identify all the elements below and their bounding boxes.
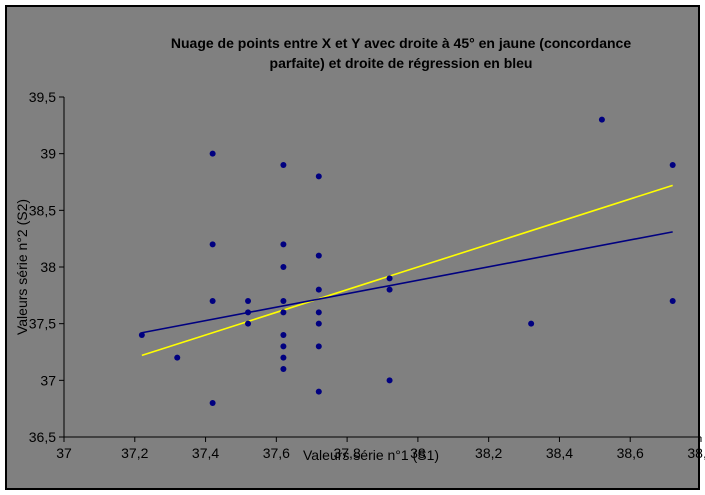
data-point: [280, 264, 287, 270]
data-point: [209, 298, 216, 304]
data-point: [245, 298, 252, 304]
data-point: [280, 343, 287, 350]
data-point: [386, 275, 393, 282]
chart-background: [5, 5, 700, 490]
data-point: [280, 332, 287, 338]
data-point: [245, 320, 252, 327]
data-point: [280, 354, 287, 361]
data-point: [280, 298, 287, 304]
x-tick-label: 38,2: [475, 445, 502, 461]
y-tick-label: 37: [40, 372, 56, 388]
data-point: [209, 400, 216, 406]
data-point: [245, 309, 252, 316]
x-tick-label: 37,8: [333, 445, 360, 461]
x-tick-label: 38,6: [617, 445, 644, 461]
data-point: [280, 309, 287, 316]
data-point: [386, 286, 393, 293]
y-tick-label: 37,5: [29, 316, 56, 332]
data-point: [280, 241, 287, 248]
data-point: [598, 116, 605, 123]
data-point: [315, 173, 322, 180]
data-point: [315, 343, 322, 350]
chart-title-line-2: parfaite) et droite de régression en ble…: [270, 55, 533, 71]
data-point: [669, 298, 676, 304]
data-point: [386, 377, 393, 384]
y-tick-label: 39: [40, 146, 56, 162]
y-axis-ticks: 36,5 37 37,5 38 38,5 39 39,5: [29, 89, 64, 445]
x-tick-label: 38: [410, 445, 426, 461]
data-point: [315, 388, 322, 395]
data-point: [315, 320, 322, 327]
x-tick-label: 38,8: [687, 445, 705, 461]
x-tick-label: 37,4: [192, 445, 219, 461]
y-tick-label: 36,5: [29, 429, 56, 445]
data-point: [528, 320, 535, 327]
x-tick-label: 37,6: [263, 445, 290, 461]
x-tick-label: 37: [56, 445, 72, 461]
regression-line: [141, 231, 673, 334]
y-tick-label: 38: [40, 259, 56, 275]
data-point: [280, 162, 287, 168]
data-point: [315, 309, 322, 316]
y-tick-label: 38,5: [29, 202, 56, 218]
x-axis-label: Valeurs série n°1 (S1): [303, 447, 439, 463]
y-axis-label: Valeurs série n°2 (S2): [14, 199, 30, 335]
data-point: [315, 252, 322, 259]
data-point: [209, 150, 216, 157]
data-point: [669, 162, 676, 168]
data-point: [315, 286, 322, 293]
x-tick-label: 37,2: [121, 445, 148, 461]
data-point: [280, 366, 287, 372]
x-tick-label: 38,4: [546, 445, 573, 461]
data-point: [209, 241, 216, 248]
data-point: [174, 354, 181, 361]
chart-title-line-1: Nuage de points entre X et Y avec droite…: [171, 35, 631, 51]
line-45-degree: [141, 184, 673, 357]
data-point: [138, 332, 145, 338]
points-layer: [138, 116, 676, 406]
lines-layer: [141, 184, 673, 357]
x-axis-ticks: 37 37,2 37,4 37,6 37,8 38 38,2 38,4 38,6 38,8: [56, 437, 705, 461]
y-tick-label: 39,5: [29, 89, 56, 105]
